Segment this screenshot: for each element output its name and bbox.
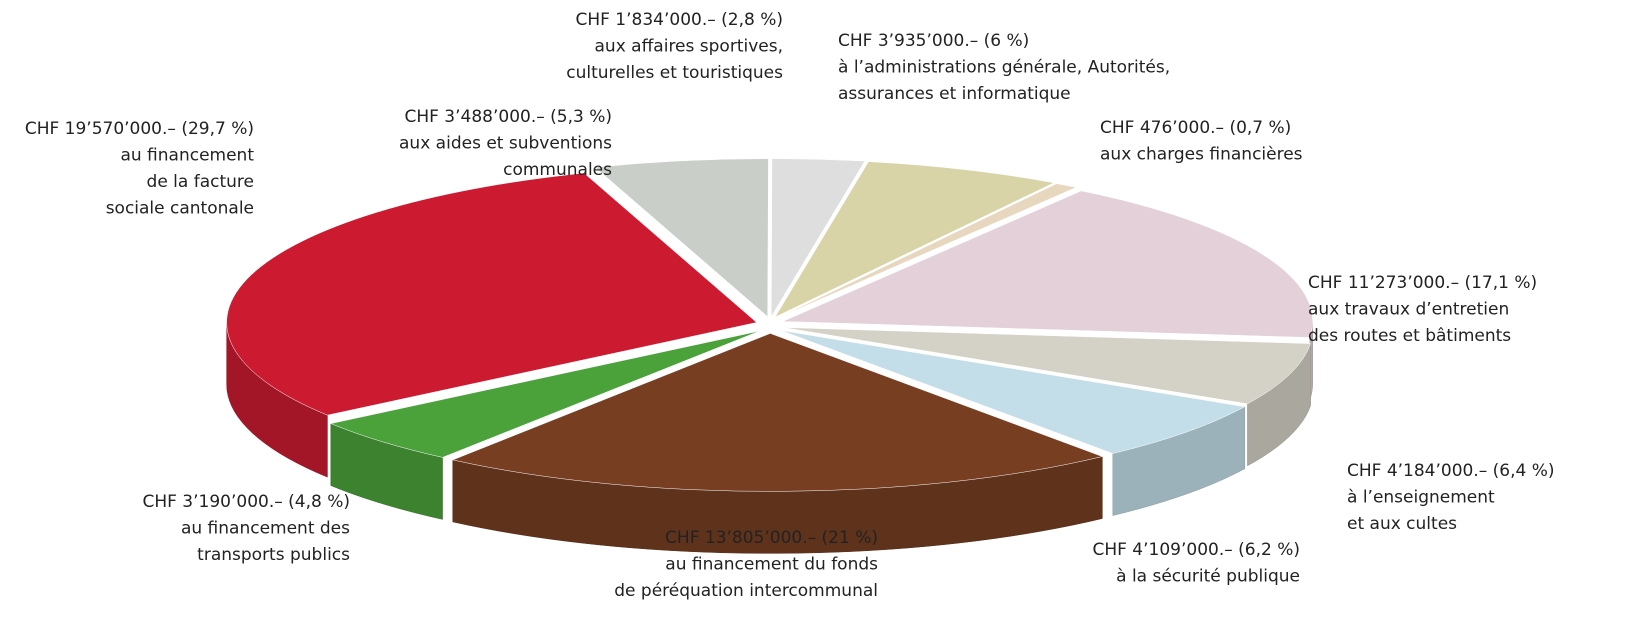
slice-label: CHF 13’805’000.– (21 %): [665, 528, 878, 548]
value-label: (6,2 %): [1238, 540, 1300, 560]
amount-label: CHF 4’184’000.–: [1347, 461, 1487, 481]
category-label: des routes et bâtiments: [1308, 326, 1511, 346]
category-label: communales: [503, 160, 612, 180]
chart: CHF 3’488’000.– (5,3 %) aux aides et subv…: [0, 0, 1650, 635]
amount-label: CHF 3’935’000.–: [838, 31, 978, 51]
value-label: (0,7 %): [1229, 118, 1291, 138]
category-label: au financement des: [181, 519, 350, 539]
category-label: culturelles et touristiques: [566, 63, 783, 83]
slice-label: CHF 4’109’000.– (6,2 %): [1092, 540, 1300, 560]
value-label: (21 %): [822, 528, 878, 548]
category-label: au financement: [120, 146, 254, 166]
value-label: (29,7 %): [181, 119, 254, 139]
value-label: (4,8 %): [288, 492, 350, 512]
value-label: (5,3 %): [550, 107, 612, 127]
value-label: (17,1 %): [1464, 273, 1537, 293]
category-label: assurances et informatique: [838, 84, 1071, 104]
slice-tops: [227, 159, 1313, 492]
value-label: (6,4 %): [1493, 461, 1555, 481]
slice-label: CHF 11’273’000.– (17,1 %): [1308, 273, 1537, 293]
category-label: au financement du fonds: [665, 555, 878, 575]
category-label: aux aides et subventions: [399, 134, 612, 154]
category-label: aux travaux d’entretien: [1308, 300, 1509, 320]
category-label: transports publics: [197, 545, 350, 565]
value-label: (2,8 %): [721, 10, 783, 30]
category-label: sociale cantonale: [106, 199, 254, 219]
category-label: de la facture: [147, 172, 254, 192]
category-label: à la sécurité publique: [1116, 567, 1300, 587]
slice-label: CHF 3’488’000.– (5,3 %): [404, 107, 612, 127]
category-label: aux charges financières: [1100, 145, 1303, 165]
slice-label: CHF 19’570’000.– (29,7 %): [25, 119, 254, 139]
slice-label: CHF 3’935’000.– (6 %): [838, 31, 1029, 51]
amount-label: CHF 1’834’000.–: [575, 10, 715, 30]
slice-label: CHF 3’190’000.– (4,8 %): [142, 492, 350, 512]
page: {"chart_data": {"type": "pie3d", "catego…: [0, 0, 1650, 635]
category-label: et aux cultes: [1347, 514, 1457, 534]
amount-label: CHF 13’805’000.–: [665, 528, 816, 548]
amount-label: CHF 3’190’000.–: [142, 492, 282, 512]
slice-label: CHF 4’184’000.– (6,4 %): [1347, 461, 1555, 481]
amount-label: CHF 4’109’000.–: [1092, 540, 1232, 560]
value-label: (6 %): [984, 31, 1030, 51]
slice-label: CHF 476’000.– (0,7 %): [1100, 118, 1291, 138]
category-label: à l’administrations générale, Autorités,: [838, 58, 1170, 78]
amount-label: CHF 19’570’000.–: [25, 119, 176, 139]
category-label: aux affaires sportives,: [595, 37, 783, 57]
amount-label: CHF 476’000.–: [1100, 118, 1224, 138]
amount-label: CHF 3’488’000.–: [404, 107, 544, 127]
slice-label: CHF 1’834’000.– (2,8 %): [575, 10, 783, 30]
amount-label: CHF 11’273’000.–: [1308, 273, 1459, 293]
category-label: de péréquation intercommunal: [614, 581, 878, 601]
category-label: à l’enseignement: [1347, 488, 1495, 508]
